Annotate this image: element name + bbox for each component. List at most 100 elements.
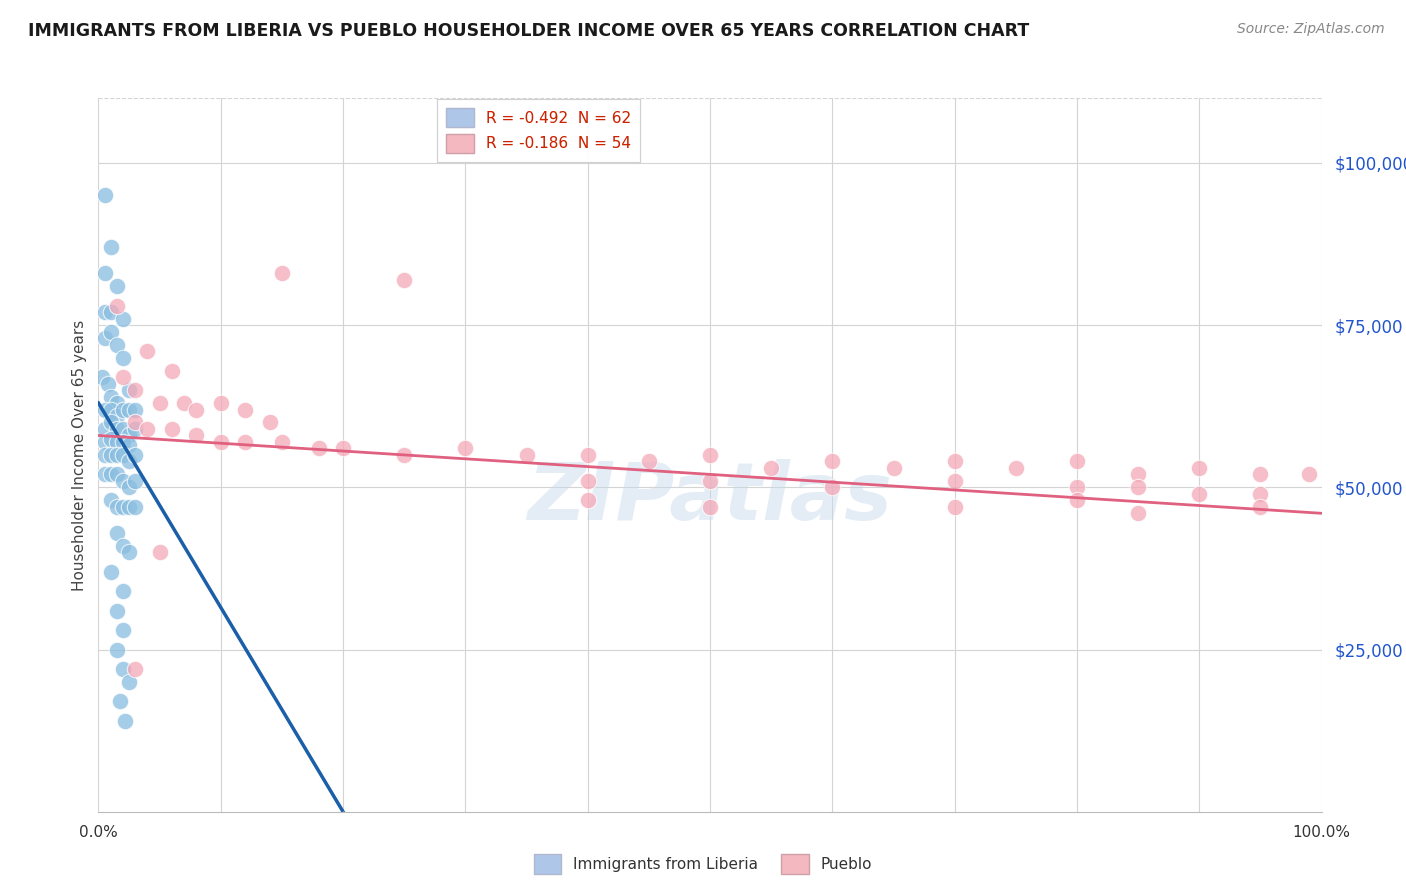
Point	[186, 428, 208, 442]
Point	[124, 402, 146, 417]
Point	[111, 500, 134, 514]
Point	[111, 662, 134, 676]
Point	[100, 432, 122, 446]
Point	[105, 279, 128, 293]
Point	[118, 480, 141, 494]
Point	[100, 305, 122, 319]
Point	[149, 545, 172, 559]
Point	[105, 409, 128, 423]
Point	[111, 311, 134, 326]
Point	[1128, 480, 1150, 494]
Point	[821, 454, 844, 468]
Point	[454, 442, 477, 456]
Point	[124, 383, 146, 397]
Point	[233, 402, 256, 417]
Point	[111, 448, 134, 462]
Point	[1250, 487, 1272, 501]
Point	[821, 480, 844, 494]
Point	[1250, 467, 1272, 482]
Point	[173, 396, 195, 410]
Point	[124, 422, 146, 436]
Point	[308, 442, 330, 456]
Text: Source: ZipAtlas.com: Source: ZipAtlas.com	[1237, 22, 1385, 37]
Point	[105, 422, 128, 436]
Point	[111, 539, 134, 553]
Point	[111, 370, 134, 384]
Point	[136, 422, 159, 436]
Point	[93, 305, 115, 319]
Point	[105, 337, 128, 351]
Point	[124, 662, 146, 676]
Point	[118, 438, 141, 452]
Point	[943, 474, 966, 488]
Point	[883, 461, 905, 475]
Point	[118, 402, 141, 417]
Text: IMMIGRANTS FROM LIBERIA VS PUEBLO HOUSEHOLDER INCOME OVER 65 YEARS CORRELATION C: IMMIGRANTS FROM LIBERIA VS PUEBLO HOUSEH…	[28, 22, 1029, 40]
Point	[100, 390, 122, 404]
Point	[105, 396, 128, 410]
Point	[100, 240, 122, 254]
Point	[111, 623, 134, 637]
Point	[699, 474, 721, 488]
Point	[105, 500, 128, 514]
Point	[111, 422, 134, 436]
Point	[91, 370, 114, 384]
Point	[105, 467, 128, 482]
Point	[105, 299, 128, 313]
Point	[100, 565, 122, 579]
Point	[97, 376, 120, 391]
Point	[118, 454, 141, 468]
Legend: R = -0.492  N = 62, R = -0.186  N = 54: R = -0.492 N = 62, R = -0.186 N = 54	[437, 99, 640, 162]
Point	[1066, 493, 1088, 508]
Point	[114, 714, 136, 728]
Point	[259, 416, 281, 430]
Point	[186, 402, 208, 417]
Point	[233, 434, 256, 449]
Point	[111, 351, 134, 365]
Point	[160, 422, 183, 436]
Point	[93, 422, 115, 436]
Point	[118, 500, 141, 514]
Text: ZIPatlas: ZIPatlas	[527, 458, 893, 537]
Point	[332, 442, 354, 456]
Point	[392, 273, 416, 287]
Point	[209, 434, 232, 449]
Point	[136, 344, 159, 359]
Point	[124, 448, 146, 462]
Point	[1066, 480, 1088, 494]
Point	[100, 416, 122, 430]
Y-axis label: Householder Income Over 65 years: Householder Income Over 65 years	[72, 319, 87, 591]
Point	[93, 402, 115, 417]
Point	[93, 331, 115, 345]
Point	[392, 448, 416, 462]
Point	[1298, 467, 1320, 482]
Point	[1128, 506, 1150, 520]
Point	[1128, 467, 1150, 482]
Point	[111, 434, 134, 449]
Point	[111, 584, 134, 599]
Point	[699, 448, 721, 462]
Point	[1066, 454, 1088, 468]
Point	[100, 325, 122, 339]
Point	[118, 545, 141, 559]
Point	[270, 266, 294, 280]
Point	[1250, 500, 1272, 514]
Point	[100, 493, 122, 508]
Point	[118, 383, 141, 397]
Point	[699, 500, 721, 514]
Point	[118, 428, 141, 442]
Point	[111, 402, 134, 417]
Point	[516, 448, 538, 462]
Point	[124, 474, 146, 488]
Point	[105, 642, 128, 657]
Point	[93, 266, 115, 280]
Point	[110, 694, 132, 708]
Point	[761, 461, 783, 475]
Point	[1004, 461, 1026, 475]
Point	[576, 493, 599, 508]
Point	[124, 416, 146, 430]
Point	[149, 396, 172, 410]
Point	[93, 188, 115, 202]
Point	[637, 454, 661, 468]
Point	[93, 434, 115, 449]
